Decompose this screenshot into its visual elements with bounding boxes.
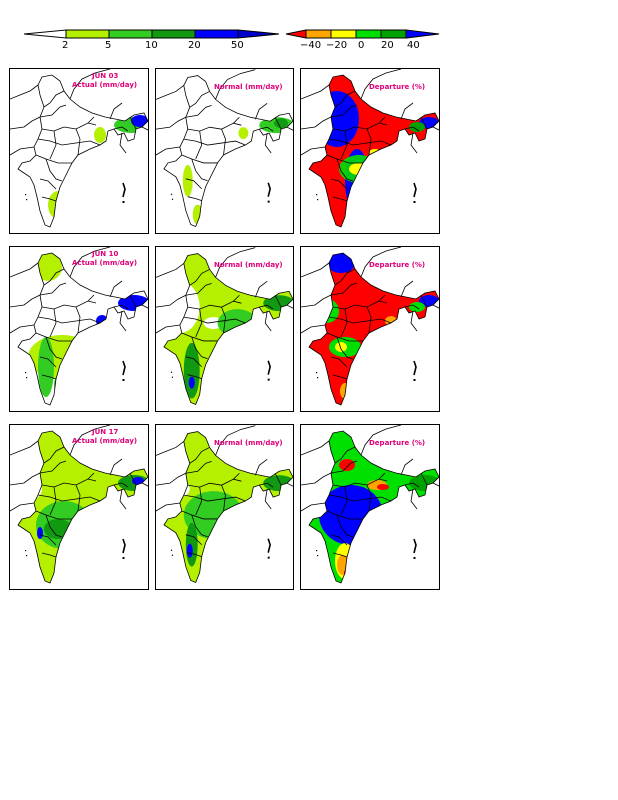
dep-central-yellow (349, 163, 369, 175)
normal-map-jun10-svg (156, 247, 293, 405)
date-label: JUN 10 (92, 250, 119, 258)
dep-kashmir-blue (327, 253, 355, 273)
date-label: JUN 17 (92, 428, 119, 436)
rain-patch-west-coast (38, 337, 54, 397)
normal-title: Normal (mm/day) (214, 261, 283, 269)
departure-bin-0-20 (355, 29, 382, 39)
normal-map-jun03-svg (156, 69, 293, 227)
rainfall-bin-gt50 (237, 29, 280, 39)
dep-north-red2 (377, 484, 389, 490)
normal-map-jun17-svg (156, 425, 293, 583)
departure-title: Departure (%) (369, 261, 426, 269)
departure-bin-40-20 (305, 29, 332, 39)
rain-patch-east (94, 127, 106, 143)
rain-patch-west-coast (185, 522, 198, 567)
actual-title: Actual (mm/day) (72, 81, 138, 89)
rainfall-bin-5-10 (108, 29, 153, 39)
departure-colorbar (285, 26, 440, 40)
actual-title: Actual (mm/day) (72, 259, 138, 267)
departure-map-jun10-svg (301, 247, 439, 406)
departure-map-jun17-svg (301, 425, 439, 584)
rain-patch-ghats-blue (188, 376, 195, 389)
departure-tick-20: 20 (381, 40, 394, 51)
rainfall-tick-20: 20 (188, 40, 201, 51)
rain-patch-west-coast (183, 342, 200, 399)
rainfall-tick-50: 50 (231, 40, 244, 51)
rain-patch-south-mid (54, 375, 66, 395)
normal-title: Normal (mm/day) (214, 83, 283, 91)
normal-title: Normal (mm/day) (214, 439, 283, 447)
rainfall-colorbar (23, 26, 280, 40)
rain-patch-kerala-mid (56, 203, 64, 215)
departure-map-jun03-svg (301, 69, 439, 228)
rainfall-bin-10-20 (151, 29, 196, 39)
dep-central-yellow (335, 342, 347, 352)
actual-title: Actual (mm/day) (72, 437, 138, 445)
departure-title: Departure (%) (369, 83, 426, 91)
normal-map-jun03: Normal (mm/day) (155, 68, 294, 234)
actual-map-jun17: JUN 17 Actual (mm/day) (9, 424, 149, 590)
rainfall-tick-2: 2 (62, 40, 69, 51)
departure-colorbar-svg (285, 29, 440, 39)
dep-fill-base (309, 253, 439, 405)
rain-patch-ghats-blue (186, 543, 193, 558)
dep-ne-green (409, 302, 425, 312)
rainfall-tick-5: 5 (105, 40, 112, 51)
departure-bin-gt40 (405, 29, 440, 39)
departure-tick-0: 0 (358, 40, 365, 51)
rainfall-bin-lt2 (23, 29, 67, 39)
rainfall-tick-10: 10 (145, 40, 158, 51)
rain-patch-ne-heavy (274, 118, 289, 129)
rainfall-bin-2-5 (65, 29, 110, 39)
dep-north-red (339, 459, 355, 471)
date-label: JUN 03 (92, 72, 119, 80)
rainfall-bin-20-50 (194, 29, 239, 39)
departure-tick-neg40: −40 (300, 40, 322, 51)
departure-map-jun17: Departure (%) (300, 424, 440, 590)
departure-map-jun10: Departure (%) (300, 246, 440, 412)
dep-west-yellow (318, 302, 328, 312)
dep-east-blue (357, 347, 373, 375)
departure-tick-40: 40 (407, 40, 420, 51)
dep-ne-green (409, 122, 425, 132)
actual-map-jun03-svg (10, 69, 148, 228)
rain-patch-west-blue (37, 527, 43, 539)
rainfall-colorbar-svg (23, 29, 280, 39)
normal-map-jun10: Normal (mm/day) (155, 246, 294, 412)
actual-map-jun03: JUN 03 Actual (mm/day) (9, 68, 149, 234)
actual-map-jun17-svg (10, 425, 148, 584)
departure-bin-lt-40 (285, 29, 307, 39)
rain-patch-east (238, 127, 249, 140)
departure-bin-20-40 (380, 29, 407, 39)
rain-patch-northwest-dry (169, 481, 190, 498)
rain-patch-west-coast (182, 164, 193, 197)
dep-north-blue (315, 91, 359, 147)
actual-map-jun10: JUN 10 Actual (mm/day) (9, 246, 149, 412)
departure-map-jun03: Departure (%) (300, 68, 440, 234)
dep-south-orange (340, 383, 350, 399)
actual-map-jun10-svg (10, 247, 148, 406)
departure-title: Departure (%) (369, 439, 426, 447)
departure-bin-20-0 (330, 29, 357, 39)
departure-tick-neg20: −20 (326, 40, 348, 51)
normal-map-jun17: Normal (mm/day) (155, 424, 294, 590)
